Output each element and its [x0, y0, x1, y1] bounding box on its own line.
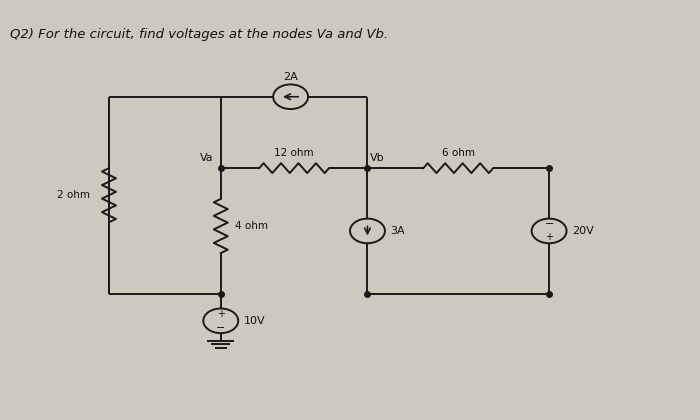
Text: −: −	[216, 323, 225, 333]
Text: Vb: Vb	[370, 153, 385, 163]
Text: 10V: 10V	[244, 316, 265, 326]
Text: 6 ohm: 6 ohm	[442, 148, 475, 158]
Text: 2A: 2A	[284, 72, 298, 82]
Text: −: −	[545, 219, 554, 229]
Text: Q2) For the circuit, find voltages at the nodes Va and Vb.: Q2) For the circuit, find voltages at th…	[10, 28, 388, 41]
Text: +: +	[545, 232, 553, 242]
Text: 3A: 3A	[391, 226, 405, 236]
Text: 4 ohm: 4 ohm	[234, 221, 267, 231]
Text: 20V: 20V	[572, 226, 594, 236]
Text: +: +	[217, 310, 225, 319]
Text: Va: Va	[200, 153, 214, 163]
Text: 2 ohm: 2 ohm	[57, 190, 90, 200]
Text: 12 ohm: 12 ohm	[274, 148, 314, 158]
